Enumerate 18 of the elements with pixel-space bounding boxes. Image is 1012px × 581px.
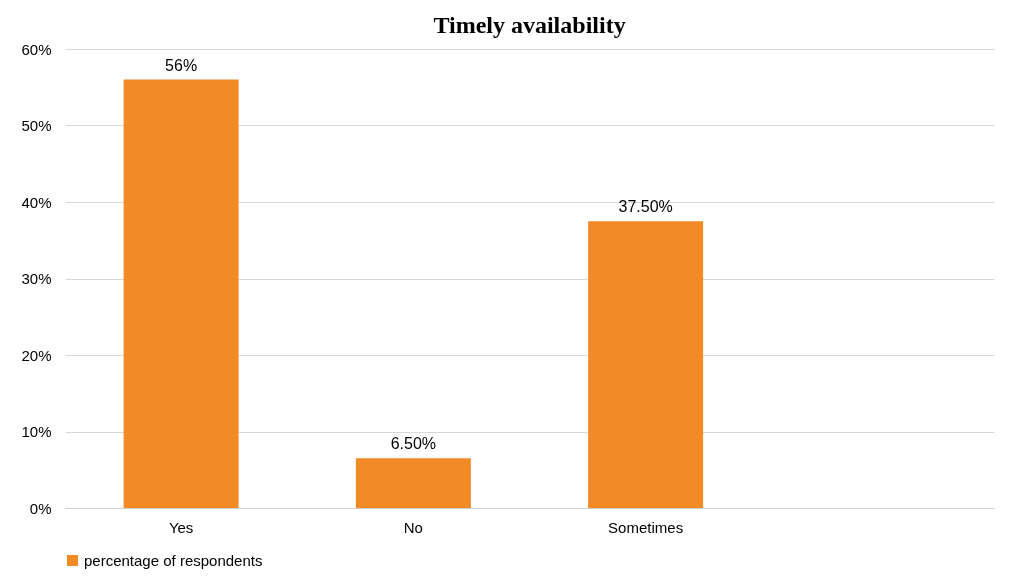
bar: [355, 458, 471, 508]
x-tick-label: No: [403, 518, 423, 536]
y-tick-label: 60%: [21, 40, 52, 58]
bar: [588, 221, 704, 508]
data-label: 6.50%: [390, 435, 437, 453]
y-tick-label: 0%: [29, 499, 52, 517]
y-tick-label: 50%: [21, 117, 52, 134]
x-tick-label: Sometimes: [608, 518, 684, 536]
chart-title: Timely availability: [433, 12, 626, 38]
y-tick-label: 30%: [21, 270, 52, 287]
y-tick-label: 40%: [21, 193, 52, 211]
x-tick-label: Yes: [168, 518, 194, 536]
bar: [123, 79, 239, 508]
data-label: 56%: [165, 56, 198, 74]
data-label: 37.50%: [618, 198, 673, 216]
y-tick-label: 10%: [21, 423, 52, 440]
legend-label: percentage of respondents: [84, 551, 263, 569]
y-tick-label: 20%: [21, 346, 52, 364]
